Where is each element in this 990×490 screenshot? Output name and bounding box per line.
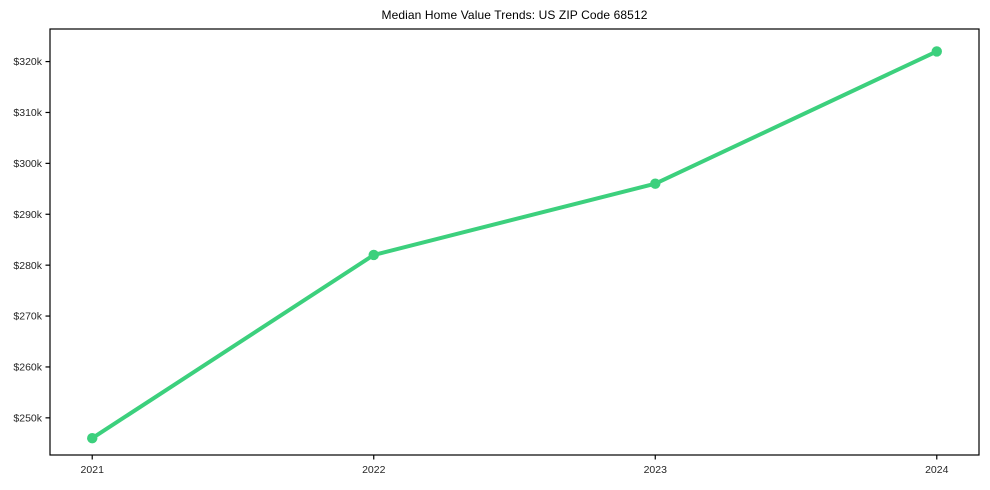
y-tick-label: $280k — [13, 260, 42, 272]
y-tick-label: $270k — [13, 311, 42, 323]
y-tick-label: $310k — [13, 107, 42, 119]
data-point-marker — [87, 433, 98, 444]
line-series — [90, 49, 939, 441]
data-point-marker — [931, 46, 942, 57]
data-point-marker — [368, 249, 379, 261]
x-tick-label: 2022 — [362, 464, 386, 476]
y-tick-label: $320k — [13, 56, 42, 68]
y-tick-label: $250k — [13, 412, 42, 424]
y-tick-label: $300k — [13, 158, 42, 170]
y-tick-label: $290k — [13, 209, 42, 221]
chart-title: Median Home Value Trends: US ZIP Code 68… — [381, 8, 648, 22]
x-tick-label: 2021 — [81, 464, 105, 476]
y-tick-label: $260k — [13, 362, 42, 374]
x-tick-label: 2024 — [925, 464, 949, 476]
data-point-marker — [650, 178, 661, 189]
x-tick-label: 2023 — [644, 464, 668, 476]
plot-border — [49, 28, 980, 456]
